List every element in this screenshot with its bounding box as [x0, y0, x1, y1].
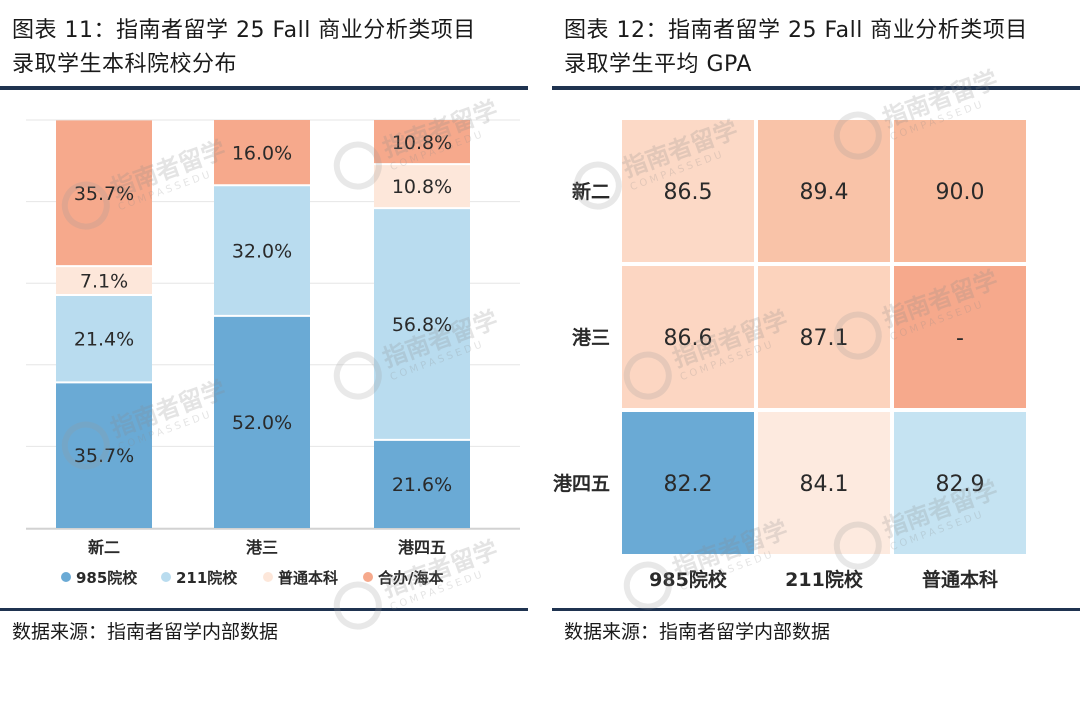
data-label: 10.8% [392, 176, 452, 198]
cell-value-label: 89.4 [800, 180, 849, 205]
legend-label: 211院校 [176, 569, 238, 587]
figure-11-panel: 图表 11：指南者留学 25 Fall 商业分析类项目 录取学生本科院校分布 3… [0, 0, 528, 702]
heatmap-cell [758, 412, 890, 554]
heatmap-cell [622, 412, 754, 554]
x-tick-label: 新二 [88, 538, 120, 557]
bar-segment [56, 295, 152, 383]
figure-12-title-line2: 录取学生平均 GPA [564, 52, 752, 77]
heatmap-cell [622, 120, 754, 262]
bottom-rule [552, 608, 1080, 611]
cell-value-label: 82.2 [664, 472, 713, 497]
x-tick-label: 港四五 [398, 538, 446, 557]
gpa-heatmap: 86.5 89.4 90.0 新二 86.6 87.1 - 港三 82.2 84.1 82.9 港四五… [553, 120, 1026, 591]
top-rule [0, 86, 528, 90]
heatmap-cell [894, 412, 1026, 554]
legend-marker [263, 572, 273, 582]
bar-segment [374, 439, 470, 528]
legend-marker [161, 572, 171, 582]
bar-segment [56, 382, 152, 528]
heatmap-cell [894, 266, 1026, 408]
x-tick-label: 港三 [246, 538, 278, 557]
figure-12-title: 图表 12：指南者留学 25 Fall 商业分析类项目 录取学生平均 GPA [564, 14, 1074, 82]
figure-11-title: 图表 11：指南者留学 25 Fall 商业分析类项目 录取学生本科院校分布 [12, 14, 522, 82]
bar-segment [214, 120, 310, 186]
bar-segment [374, 120, 470, 165]
legend-label: 普通本科 [278, 569, 338, 587]
legend-label: 合办/海本 [377, 569, 443, 587]
cell-value-label: 90.0 [936, 180, 985, 205]
heatmap-cell [894, 120, 1026, 262]
row-label: 港四五 [553, 473, 610, 495]
data-label: 7.1% [80, 271, 128, 293]
bar-segment [374, 164, 470, 209]
bar-segment [56, 266, 152, 296]
column-label: 211院校 [785, 568, 864, 591]
row-label: 港三 [572, 327, 610, 349]
data-label: 56.8% [392, 314, 452, 336]
heatmap-cell [622, 266, 754, 408]
bar-segment [374, 208, 470, 440]
row-label: 新二 [572, 180, 610, 203]
figure-11-title-line2: 录取学生本科院校分布 [12, 52, 238, 77]
data-label: 35.7% [74, 445, 134, 467]
top-rule [552, 86, 1080, 90]
cell-value-label: 86.5 [664, 180, 713, 205]
bar-segment [214, 185, 310, 316]
column-label: 985院校 [649, 568, 728, 591]
data-label: 35.7% [74, 183, 134, 205]
bar-segment [214, 315, 310, 528]
legend-marker [363, 572, 373, 582]
data-label: 32.0% [232, 241, 292, 263]
heatmap-cell [758, 120, 890, 262]
figure-12-panel: 图表 12：指南者留学 25 Fall 商业分析类项目 录取学生平均 GPA 8… [552, 0, 1080, 702]
data-label: 10.8% [392, 132, 452, 154]
figure-11-title-line1: 图表 11：指南者留学 25 Fall 商业分析类项目 [12, 18, 476, 43]
figure-12-source: 数据来源：指南者留学内部数据 [564, 621, 831, 643]
bottom-rule [0, 608, 528, 611]
figure-12-title-line1: 图表 12：指南者留学 25 Fall 商业分析类项目 [564, 18, 1028, 43]
cell-value-label: - [956, 326, 964, 351]
cell-value-label: 82.9 [936, 472, 985, 497]
cell-value-label: 86.6 [664, 326, 713, 351]
column-label: 普通本科 [922, 568, 998, 591]
legend-label: 985院校 [76, 569, 138, 587]
data-label: 52.0% [232, 412, 292, 434]
data-label: 21.4% [74, 329, 134, 351]
cell-value-label: 84.1 [800, 472, 849, 497]
data-label: 16.0% [232, 143, 292, 165]
cell-value-label: 87.1 [800, 326, 849, 351]
legend-marker [61, 572, 71, 582]
heatmap-cell [758, 266, 890, 408]
figure-11-source: 数据来源：指南者留学内部数据 [12, 621, 279, 643]
stacked-bar-chart: 35.7% 21.4% 7.1% 35.7% 新二 52.0% 32.0% 16.0% 港三 21… [26, 119, 520, 587]
bar-segment [56, 120, 152, 267]
data-label: 21.6% [392, 474, 452, 496]
